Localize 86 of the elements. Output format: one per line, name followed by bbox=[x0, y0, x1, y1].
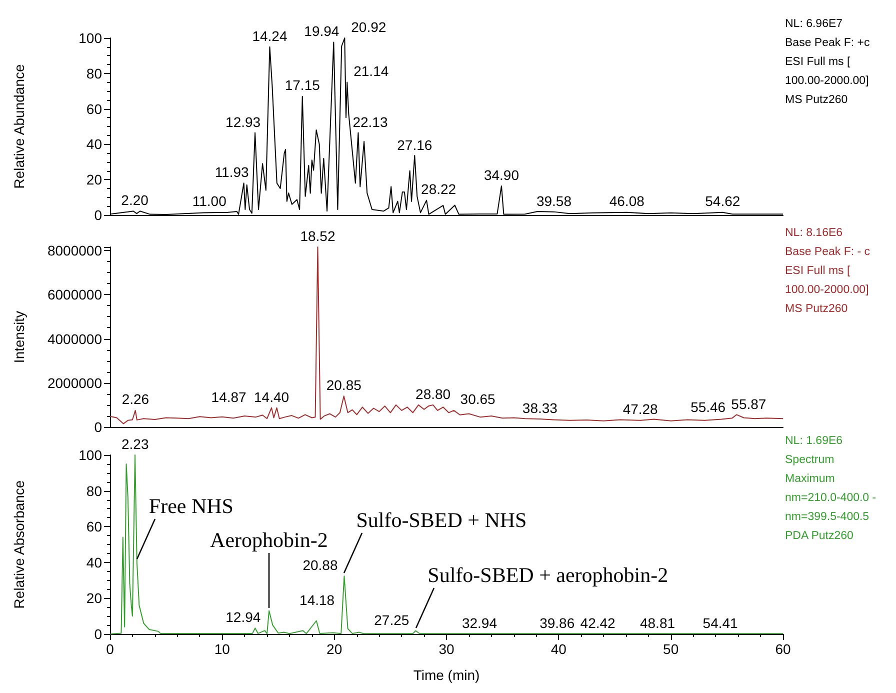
text: ESI Full ms [ bbox=[785, 264, 850, 279]
text: PDA Putz260 bbox=[785, 529, 854, 544]
y-tick-label: 8000000 bbox=[47, 242, 102, 259]
x-tick-label: 20 bbox=[326, 641, 342, 657]
annotation: 28.22 bbox=[421, 181, 456, 198]
annotation: Sulfo-SBED + NHS bbox=[356, 508, 527, 532]
annotation: 42.42 bbox=[580, 614, 616, 631]
y-tick-label: 0 bbox=[94, 207, 102, 223]
annotation: 22.13 bbox=[352, 114, 388, 130]
annotation: 27.25 bbox=[374, 612, 410, 628]
y-tick-label: 80 bbox=[86, 65, 102, 82]
text: NL: 1.69E6 bbox=[785, 434, 843, 449]
annotation: 39.58 bbox=[536, 192, 572, 209]
line-series bbox=[110, 246, 784, 424]
y-tick-label: 20 bbox=[86, 590, 102, 606]
text: ESI Full ms [ bbox=[785, 55, 850, 70]
annotation: 2.26 bbox=[122, 391, 150, 408]
annotation: 55.46 bbox=[690, 399, 726, 416]
text: NL: 8.16E6 bbox=[785, 226, 843, 241]
annotation: 20.92 bbox=[351, 19, 386, 35]
annotation: 11.93 bbox=[214, 164, 249, 180]
annotation: 19.94 bbox=[304, 23, 340, 40]
annotation: 27.16 bbox=[397, 136, 432, 153]
text: 100.00-2000.00] bbox=[785, 74, 869, 89]
annotation: 14.40 bbox=[254, 388, 290, 405]
text: Base Peak F: +c bbox=[785, 36, 870, 51]
text: Maximum bbox=[785, 472, 835, 487]
annotation: 12.94 bbox=[226, 609, 261, 626]
x-tick-label: 30 bbox=[438, 641, 454, 657]
annotation: 54.62 bbox=[705, 193, 740, 210]
annotation: Aerophobin-2 bbox=[210, 528, 328, 552]
y-axis-title: Intensity bbox=[11, 310, 27, 364]
annotation: 20.88 bbox=[302, 557, 338, 573]
annotation: 2.23 bbox=[122, 436, 149, 452]
y-tick-label: 100 bbox=[78, 30, 102, 46]
annotation: 47.28 bbox=[622, 401, 658, 418]
x-tick-label: 60 bbox=[775, 641, 791, 657]
annotation: 54.41 bbox=[702, 614, 738, 631]
text: Base Peak F: - c bbox=[785, 245, 870, 260]
annotation: 39.86 bbox=[540, 614, 575, 631]
annotation: 46.08 bbox=[609, 193, 644, 210]
annotation: 14.87 bbox=[211, 388, 246, 405]
annotation: 28.80 bbox=[416, 386, 451, 402]
x-tick-label: 40 bbox=[550, 641, 567, 657]
y-tick-label: 20 bbox=[86, 172, 102, 188]
x-tick-label: 0 bbox=[106, 641, 114, 657]
annotation: 32.94 bbox=[462, 614, 498, 631]
text: MS Putz260 bbox=[785, 93, 848, 108]
y-tick-label: 100 bbox=[78, 447, 102, 463]
y-tick-label: 40 bbox=[86, 136, 102, 152]
y-tick-label: 0 bbox=[94, 626, 102, 642]
annotation: 12.93 bbox=[226, 114, 261, 130]
text: nm=399.5-400.5 bbox=[785, 510, 870, 525]
annotation: Sulfo-SBED + aerophobin-2 bbox=[428, 562, 668, 587]
annotation: 11.00 bbox=[192, 193, 226, 210]
annotation: 20.85 bbox=[326, 377, 362, 394]
annotation: Free NHS bbox=[148, 494, 234, 518]
text: MS Putz260 bbox=[785, 302, 848, 317]
annotation: 38.33 bbox=[522, 400, 558, 416]
annotation: 14.24 bbox=[252, 28, 288, 44]
text: nm=210.0-400.0 - bbox=[785, 491, 876, 506]
y-tick-label: 0 bbox=[94, 419, 102, 435]
text: 100.00-2000.00] bbox=[785, 283, 869, 298]
y-tick-label: 60 bbox=[86, 100, 102, 117]
y-axis-title: Relative Abundance bbox=[11, 64, 27, 189]
text: Spectrum bbox=[785, 453, 834, 468]
annotation: 34.90 bbox=[484, 166, 519, 183]
x-tick-label: 50 bbox=[663, 641, 679, 657]
annotation: 14.18 bbox=[300, 592, 335, 608]
y-tick-label: 6000000 bbox=[47, 286, 102, 303]
y-tick-label: 80 bbox=[86, 482, 102, 499]
annotation: 55.87 bbox=[731, 396, 766, 412]
text: NL: 6.96E7 bbox=[785, 17, 843, 32]
y-tick-label: 40 bbox=[86, 554, 102, 570]
x-axis-title: Time (min) bbox=[413, 667, 480, 683]
x-tick-label: 10 bbox=[214, 641, 230, 657]
annotation: 30.65 bbox=[460, 391, 496, 408]
annotation: 21.14 bbox=[354, 63, 389, 80]
annotation: 18.52 bbox=[300, 228, 336, 244]
annotation: 17.15 bbox=[284, 77, 320, 94]
annotation: 2.20 bbox=[121, 192, 148, 208]
y-tick-label: 2000000 bbox=[47, 374, 102, 391]
annotation: 48.81 bbox=[640, 614, 676, 631]
y-axis-title: Relative Absorbance bbox=[11, 480, 27, 609]
y-tick-label: 60 bbox=[86, 518, 102, 535]
y-tick-label: 4000000 bbox=[47, 330, 102, 347]
